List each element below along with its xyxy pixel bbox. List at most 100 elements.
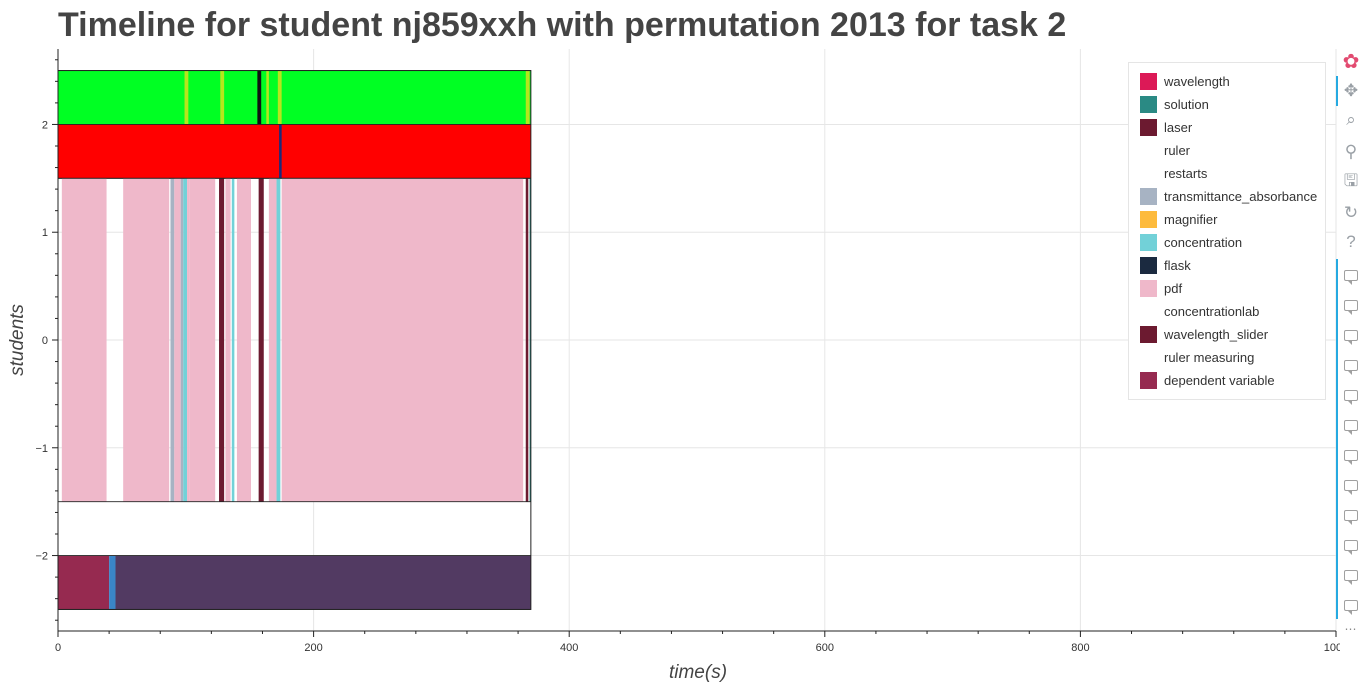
hover-tool-icon[interactable] [1336,292,1366,318]
timeline-segment [525,70,530,125]
timeline-segment [180,178,184,502]
help-tool-icon[interactable]: ? [1346,232,1356,251]
timeline-segment [281,178,524,502]
timeline-segment [219,178,225,502]
hover-tool-icon[interactable] [1336,382,1366,408]
legend-item[interactable]: laser [1140,116,1325,139]
legend-item[interactable]: magnifier [1140,208,1325,231]
timeline-segment [61,178,107,502]
timeline-segment [220,70,225,125]
wheel-zoom-tool-icon[interactable]: ⚲ [1344,142,1358,161]
legend-label: transmittance_absorbance [1164,189,1318,204]
chart-legend: wavelength solution laser ruler restarts tran… [1128,62,1326,400]
timeline-segment [115,555,531,610]
timeline-segment [276,178,281,502]
legend-label: laser [1164,120,1193,135]
timeline-segment [529,178,531,502]
hover-tool-icon[interactable] [1336,502,1366,528]
legend-item[interactable]: wavelength_slider [1140,323,1325,346]
legend-item[interactable]: flask [1140,254,1325,277]
hover-tool-icon[interactable] [1336,592,1366,618]
legend-label: wavelength_slider [1164,327,1269,342]
timeline-segment [231,178,235,502]
comment-icon [1344,449,1358,465]
comment-icon [1344,359,1358,375]
legend-swatch [1140,257,1157,274]
legend-item[interactable]: dependent variable [1140,369,1325,392]
timeline-segment [183,178,188,502]
legend-label: concentration [1164,235,1243,250]
legend-item[interactable]: ruler measuring [1140,346,1325,369]
axes: 0 200 400 600 800 1000 −2 −1 0 1 2 [35,49,1340,654]
hover-tool-icon[interactable] [1336,262,1366,288]
y-axis-label: students [7,304,28,376]
legend-item[interactable]: concentrationlab [1140,300,1325,323]
legend-item[interactable]: transmittance_absorbance [1140,185,1325,208]
legend-item[interactable]: wavelength [1140,70,1325,93]
comment-icon [1344,569,1358,585]
legend-item[interactable]: ruler [1140,139,1325,162]
legend-item[interactable]: restarts [1140,162,1325,185]
plot-toolbar: ✿ ✥ ⌕ ⚲ 🖫 ↻? ⋯ [1336,44,1366,644]
chart-title: Timeline for student nj859xxh with permu… [58,6,1067,44]
hover-tool-icon[interactable] [1336,532,1366,558]
active-tool-indicator [1336,259,1338,619]
box-zoom-tool-icon[interactable]: ⌕ [1346,110,1356,129]
timeline-segment [225,178,231,502]
active-tool-indicator [1336,76,1338,106]
comment-icon [1344,299,1358,315]
legend-swatch [1140,303,1157,320]
legend-label: ruler [1164,143,1191,158]
timeline-segment [266,70,269,125]
legend-swatch [1140,211,1157,228]
x-tick-label: 1000 [1324,642,1340,654]
timeline-segment [109,555,116,610]
timeline-segment [257,70,262,125]
legend-label: flask [1164,258,1191,273]
x-tick-label: 400 [560,642,578,654]
legend-swatch [1140,188,1157,205]
timeline-segment [187,178,190,502]
x-axis-label: time(s) [669,662,727,683]
y-tick-label: 1 [42,227,48,239]
save-tool-icon[interactable]: 🖫 [1343,170,1359,190]
y-tick-label: −2 [35,551,48,563]
hover-tool-icon[interactable] [1336,472,1366,498]
x-tick-label: 0 [55,642,61,654]
legend-swatch [1140,326,1157,343]
legend-swatch [1140,96,1157,113]
comment-icon [1344,269,1358,285]
timeline-segment [258,178,264,502]
legend-swatch [1140,349,1157,366]
legend-label: ruler measuring [1164,350,1255,365]
legend-item[interactable]: concentration [1140,231,1325,254]
comment-icon [1344,509,1358,525]
timeline-segment [170,178,175,502]
hover-tool-icon[interactable] [1336,442,1366,468]
pan-tool-icon[interactable]: ✥ [1343,81,1359,100]
legend-swatch [1140,142,1157,159]
timeline-segment [184,70,189,125]
more-tools-icon[interactable]: ⋯ [1344,622,1358,636]
legend-label: magnifier [1164,212,1218,227]
timeline-segment [277,70,282,125]
hover-tool-icon[interactable] [1336,562,1366,588]
hover-tool-icon[interactable] [1336,412,1366,438]
bokeh-logo-icon[interactable]: ✿ [1342,50,1360,73]
timeline-segment [279,124,282,179]
y-tick-label: 0 [42,335,48,347]
timeline-segment [174,178,181,502]
comment-icon [1344,329,1358,345]
legend-item[interactable]: pdf [1140,277,1325,300]
x-tick-label: 600 [816,642,834,654]
timeline-segment [123,178,170,502]
hover-tool-icon[interactable] [1336,352,1366,378]
legend-swatch [1140,280,1157,297]
reset-tool-icon[interactable]: ↻ [1343,203,1359,222]
timeline-segment [58,124,531,179]
legend-item[interactable]: solution [1140,93,1325,116]
comment-icon [1344,599,1358,615]
hover-tool-icon[interactable] [1336,322,1366,348]
legend-label: dependent variable [1164,373,1275,388]
